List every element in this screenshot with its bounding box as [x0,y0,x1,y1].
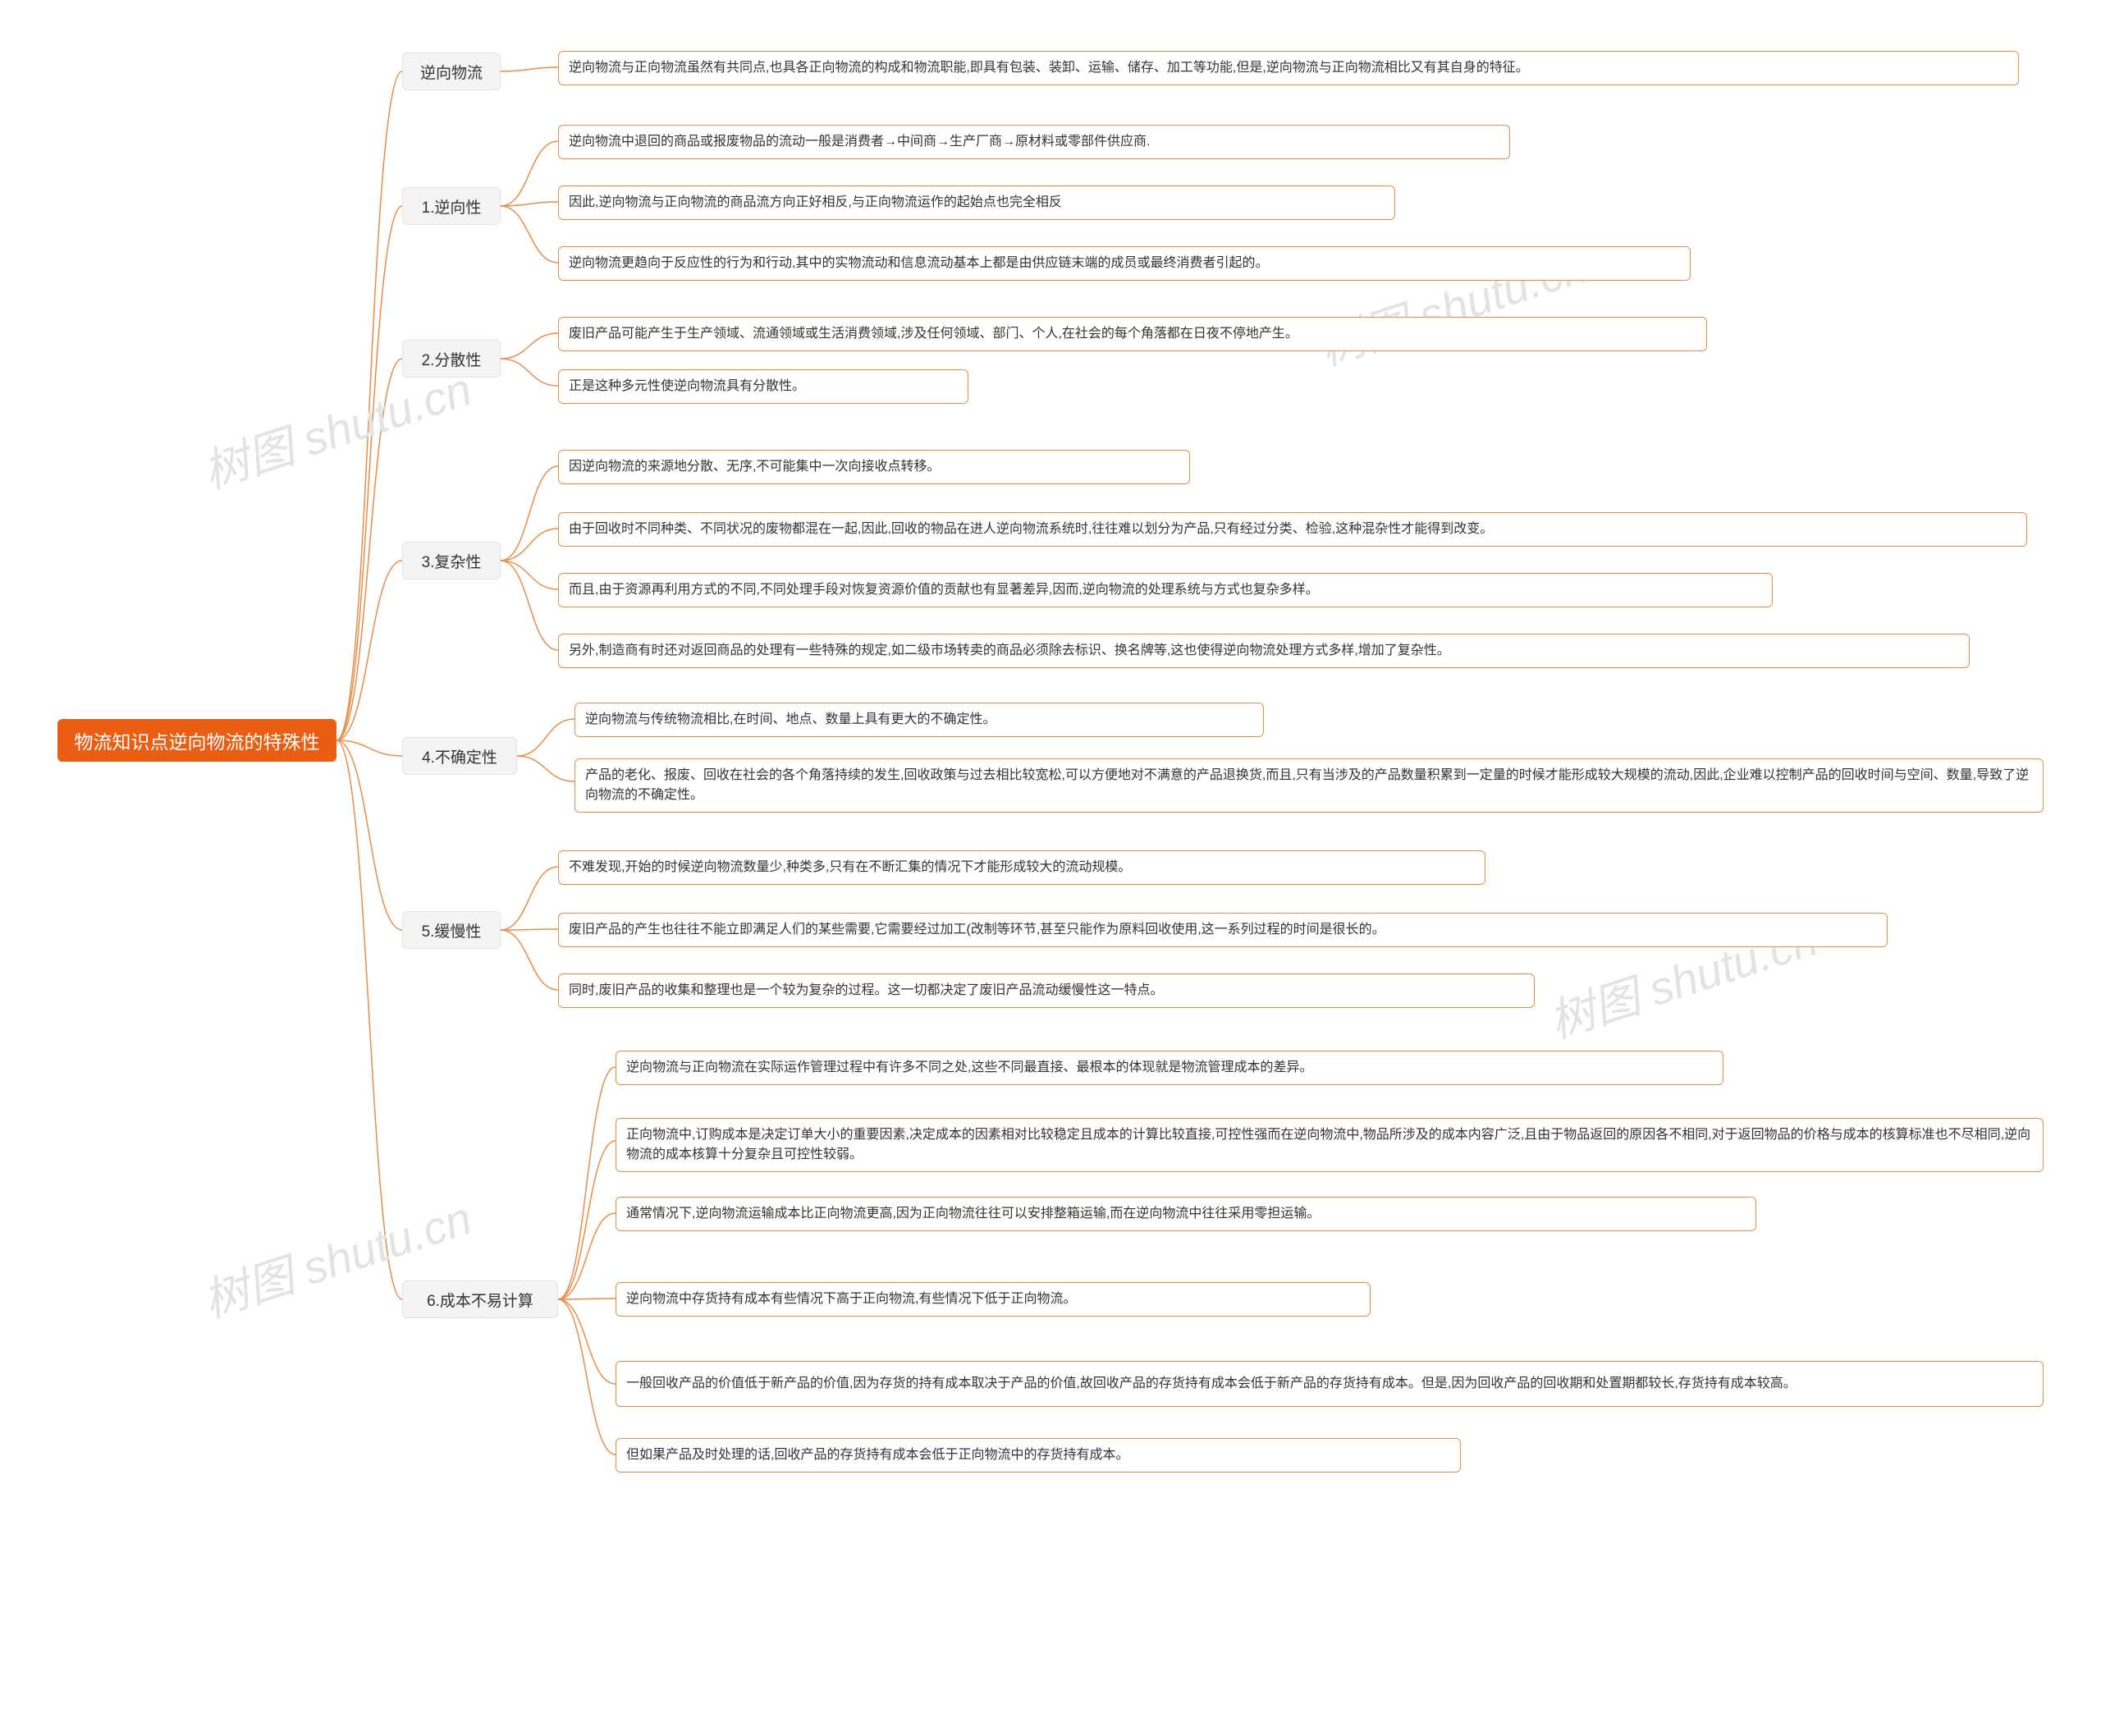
leaf-node: 另外,制造商有时还对返回商品的处理有一些特殊的规定,如二级市场转卖的商品必须除去… [558,634,1970,668]
root-node: 物流知识点逆向物流的特殊性 [57,719,336,762]
leaf-node: 逆向物流与传统物流相比,在时间、地点、数量上具有更大的不确定性。 [574,703,1264,737]
leaf-node: 因逆向物流的来源地分散、无序,不可能集中一次向接收点转移。 [558,450,1190,484]
leaf-node: 由于回收时不同种类、不同状况的废物都混在一起,因此,回收的物品在进人逆向物流系统… [558,512,2027,547]
leaf-node: 废旧产品可能产生于生产领域、流通领域或生活消费领域,涉及任何领域、部门、个人,在… [558,317,1707,351]
sub-node: 5.缓慢性 [402,911,501,949]
leaf-node: 逆向物流更趋向于反应性的行为和行动,其中的实物流动和信息流动基本上都是由供应链末… [558,246,1691,281]
leaf-node: 通常情况下,逆向物流运输成本比正向物流更高,因为正向物流往往可以安排整箱运输,而… [616,1197,1756,1231]
sub-node: 1.逆向性 [402,187,501,225]
leaf-node: 产品的老化、报废、回收在社会的各个角落持续的发生,回收政策与过去相比较宽松,可以… [574,758,2044,813]
leaf-node: 而且,由于资源再利用方式的不同,不同处理手段对恢复资源价值的贡献也有显著差异,因… [558,573,1773,607]
sub-node: 2.分散性 [402,340,501,378]
leaf-node: 一般回收产品的价值低于新产品的价值,因为存货的持有成本取决于产品的价值,故回收产… [616,1361,2044,1407]
leaf-node: 逆向物流与正向物流虽然有共同点,也具各正向物流的构成和物流职能,即具有包装、装卸… [558,51,2019,85]
leaf-node: 因此,逆向物流与正向物流的商品流方向正好相反,与正向物流运作的起始点也完全相反 [558,186,1395,220]
leaf-node: 但如果产品及时处理的话,回收产品的存货持有成本会低于正向物流中的存货持有成本。 [616,1438,1461,1473]
leaf-node: 不难发现,开始的时候逆向物流数量少,种类多,只有在不断汇集的情况下才能形成较大的… [558,850,1485,885]
leaf-node: 同时,废旧产品的收集和整理也是一个较为复杂的过程。这一切都决定了废旧产品流动缓慢… [558,973,1535,1008]
sub-node: 3.复杂性 [402,542,501,579]
leaf-node: 逆向物流中存货持有成本有些情况下高于正向物流,有些情况下低于正向物流。 [616,1282,1371,1317]
leaf-node: 正向物流中,订购成本是决定订单大小的重要因素,决定成本的因素相对比较稳定且成本的… [616,1118,2044,1172]
sub-node: 逆向物流 [402,53,501,90]
sub-node: 4.不确定性 [402,737,517,775]
leaf-node: 逆向物流与正向物流在实际运作管理过程中有许多不同之处,这些不同最直接、最根本的体… [616,1051,1723,1085]
leaf-node: 废旧产品的产生也往往不能立即满足人们的某些需要,它需要经过加工(改制等环节,甚至… [558,913,1888,947]
sub-node: 6.成本不易计算 [402,1280,558,1318]
leaf-node: 正是这种多元性使逆向物流具有分散性。 [558,369,968,404]
leaf-node: 逆向物流中退回的商品或报废物品的流动一般是消费者→中间商→生产厂商→原材料或零部… [558,125,1510,159]
